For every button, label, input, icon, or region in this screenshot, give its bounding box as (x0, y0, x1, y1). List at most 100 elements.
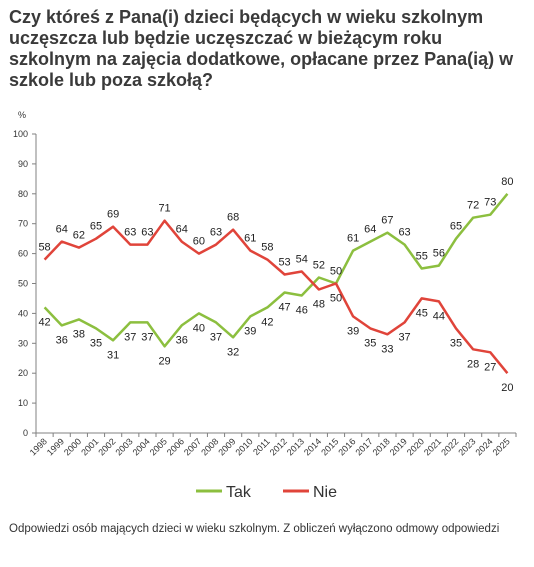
data-label-tak: 36 (56, 334, 68, 346)
x-tick-label: 1999 (45, 436, 66, 457)
data-label-nie: 63 (124, 227, 136, 239)
data-label-nie: 69 (107, 209, 119, 221)
data-label-tak: 65 (450, 221, 462, 233)
x-tick-label: 2004 (131, 436, 152, 457)
x-tick-label: 2002 (96, 436, 117, 457)
data-label-nie: 35 (364, 337, 376, 349)
data-label-tak: 40 (193, 322, 205, 334)
x-tick-label: 2003 (113, 436, 134, 457)
data-label-nie: 39 (347, 325, 359, 337)
x-tick-label: 2024 (473, 436, 494, 457)
x-tick-label: 2022 (439, 436, 460, 457)
data-label-tak: 64 (364, 224, 376, 236)
data-label-tak: 73 (484, 197, 496, 209)
x-tick-label: 2019 (388, 436, 409, 457)
legend-label-tak: Tak (226, 484, 252, 501)
data-label-tak: 52 (313, 260, 325, 272)
data-label-nie: 71 (158, 203, 170, 215)
chart-title: Czy któreś z Pana(i) dzieci będących w w… (9, 7, 514, 90)
data-label-nie: 54 (296, 254, 308, 266)
x-tick-label: 2009 (216, 436, 237, 457)
x-tick-label: 2020 (405, 436, 426, 457)
x-tick-label: 2023 (456, 436, 477, 457)
data-label-tak: 67 (381, 215, 393, 227)
data-label-tak: 61 (347, 233, 359, 245)
y-tick-label: 100 (13, 129, 28, 139)
data-label-nie: 65 (90, 221, 102, 233)
data-label-nie: 58 (38, 242, 50, 254)
data-label-tak: 46 (296, 304, 308, 316)
data-label-nie: 33 (381, 343, 393, 355)
data-label-nie: 44 (433, 310, 445, 322)
x-tick-label: 2006 (165, 436, 186, 457)
series-line-nie (43, 219, 509, 374)
data-label-tak: 36 (176, 334, 188, 346)
x-tick-label: 2015 (319, 436, 340, 457)
data-label-nie: 48 (313, 298, 325, 310)
x-tick-label: 2007 (182, 436, 203, 457)
data-label-nie: 62 (73, 230, 85, 242)
x-tick-label: 2012 (268, 436, 289, 457)
y-tick-label: 90 (18, 159, 28, 169)
data-label-nie: 20 (501, 382, 513, 394)
data-label-nie: 63 (141, 227, 153, 239)
data-label-nie: 61 (244, 233, 256, 245)
data-label-nie: 35 (450, 337, 462, 349)
y-tick-label: 30 (18, 338, 28, 348)
data-label-tak: 63 (398, 227, 410, 239)
y-tick-label: 80 (18, 189, 28, 199)
x-tick-label: 2016 (336, 436, 357, 457)
x-tick-label: 2018 (371, 436, 392, 457)
data-label-nie: 63 (210, 227, 222, 239)
data-label-nie: 45 (416, 307, 428, 319)
data-label-tak: 50 (330, 266, 342, 278)
data-label-nie: 27 (484, 361, 496, 373)
y-tick-label: 70 (18, 219, 28, 229)
footnote: Odpowiedzi osób mających dzieci w wieku … (9, 523, 500, 535)
data-label-nie: 60 (193, 236, 205, 248)
x-tick-label: 2010 (233, 436, 254, 457)
y-axis-unit: % (18, 110, 27, 120)
x-tick-label: 2000 (62, 436, 83, 457)
y-tick-label: 50 (18, 279, 28, 289)
x-tick-label: 2017 (353, 436, 374, 457)
data-label-tak: 37 (210, 331, 222, 343)
x-tick-label: 2014 (302, 436, 323, 457)
data-label-tak: 42 (38, 316, 50, 328)
data-label-nie: 64 (56, 224, 68, 236)
x-tick-label: 2005 (148, 436, 169, 457)
data-label-nie: 28 (467, 358, 479, 370)
data-label-nie: 64 (176, 224, 188, 236)
data-label-nie: 50 (330, 293, 342, 305)
legend-label-nie: Nie (313, 484, 337, 501)
data-label-tak: 55 (416, 251, 428, 263)
x-tick-label: 2008 (199, 436, 220, 457)
x-tick-label: 2025 (491, 436, 512, 457)
line-chart: 0102030405060708090100199819992000200120… (13, 129, 517, 501)
y-tick-label: 20 (18, 368, 28, 378)
data-label-nie: 58 (261, 242, 273, 254)
data-label-nie: 37 (398, 331, 410, 343)
data-label-tak: 29 (158, 355, 170, 367)
x-tick-label: 1998 (28, 436, 49, 457)
x-tick-label: 2011 (251, 436, 272, 457)
data-label-tak: 38 (73, 328, 85, 340)
data-label-tak: 42 (261, 316, 273, 328)
series-line-tak (43, 193, 509, 348)
y-tick-label: 40 (18, 308, 28, 318)
data-label-tak: 39 (244, 325, 256, 337)
x-tick-label: 2013 (285, 436, 306, 457)
data-label-tak: 80 (501, 176, 513, 188)
data-label-nie: 68 (227, 212, 239, 224)
data-label-tak: 31 (107, 349, 119, 361)
data-label-nie: 53 (278, 257, 290, 269)
y-tick-label: 0 (23, 428, 28, 438)
data-label-tak: 37 (124, 331, 136, 343)
data-label-tak: 72 (467, 200, 479, 212)
y-tick-label: 10 (18, 398, 28, 408)
data-label-tak: 37 (141, 331, 153, 343)
data-label-tak: 32 (227, 346, 239, 358)
data-label-tak: 35 (90, 337, 102, 349)
x-tick-label: 2021 (422, 436, 443, 457)
x-tick-label: 2001 (79, 436, 100, 457)
